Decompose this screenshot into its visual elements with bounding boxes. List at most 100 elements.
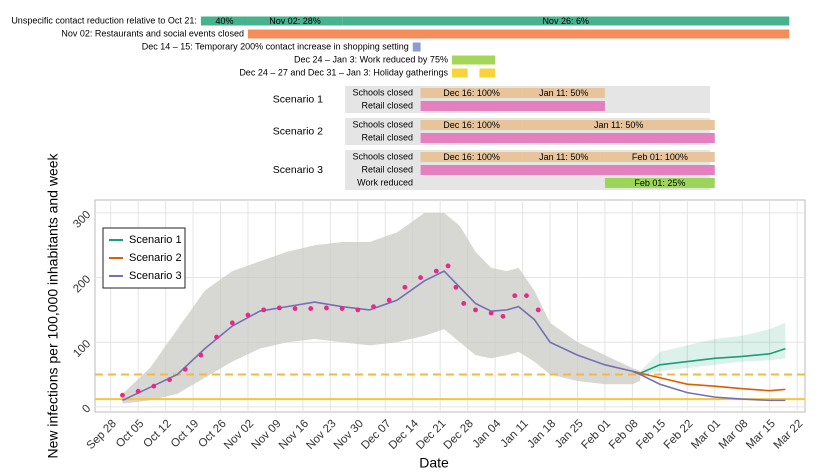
x-tick-label: Oct 12 — [141, 418, 173, 450]
observed-point — [276, 305, 282, 311]
observed-point — [355, 307, 361, 313]
observed-point — [453, 284, 459, 290]
observed-point — [120, 392, 125, 398]
x-tick-label: Mar 08 — [717, 418, 751, 452]
intervention-bar — [522, 152, 605, 162]
scenario-row-label: Work reduced — [357, 177, 413, 187]
intervention-bar — [420, 165, 715, 175]
x-tick-label: Mar 01 — [689, 418, 723, 452]
observed-point — [371, 304, 376, 310]
x-tick-label: Nov 16 — [277, 418, 311, 452]
scenario-name: Scenario 2 — [273, 125, 323, 137]
observed-point — [292, 306, 298, 311]
x-tick-label: Jan 18 — [525, 418, 558, 451]
intervention-bar — [247, 29, 790, 39]
scenario-row-label: Retail closed — [361, 100, 413, 110]
observed-point — [524, 293, 529, 299]
x-tick-label: Feb 15 — [634, 418, 668, 452]
intervention-bar — [522, 88, 605, 98]
uncertainty-band — [122, 212, 641, 404]
x-tick-label: Nov 23 — [304, 418, 338, 452]
intervention-label: Dec 14 – 15: Temporary 200% contact incr… — [142, 41, 409, 51]
series-line — [122, 270, 786, 402]
observed-point — [445, 263, 451, 269]
bar-label: Feb 01: 100% — [632, 152, 688, 162]
intervention-label: Nov 02: Restaurants and social events cl… — [61, 28, 244, 38]
x-tick-label: Mar 15 — [744, 418, 778, 452]
observed-point — [535, 307, 541, 313]
bar-label: Feb 01: 25% — [634, 178, 685, 188]
bar-label: Dec 16: 100% — [443, 88, 500, 98]
scenario-name: Scenario 1 — [273, 93, 323, 105]
y-tick-label: 100 — [71, 338, 93, 360]
bar-label: Jan 11: 50% — [539, 88, 588, 98]
y-tick-label: 0 — [80, 403, 93, 416]
intervention-bar — [451, 68, 468, 78]
intervention-bar — [420, 101, 605, 111]
x-tick-label: Feb 22 — [662, 418, 696, 452]
legend-label: Scenario 3 — [129, 270, 182, 282]
intervention-bar — [200, 16, 248, 26]
y-tick-label: 200 — [71, 273, 93, 295]
intervention-label: Unspecific contact reduction relative to… — [11, 15, 197, 25]
observed-point — [214, 334, 220, 340]
intervention-bar — [412, 42, 421, 52]
x-tick-label: Dec 07 — [359, 418, 393, 452]
intervention-bar — [247, 16, 343, 26]
intervention-bar — [522, 120, 715, 130]
observed-point — [229, 320, 235, 326]
legend-label: Scenario 2 — [129, 252, 182, 264]
bar-label: Jan 11: 50% — [594, 120, 643, 130]
scenario-row-label: Schools closed — [352, 119, 413, 129]
observed-point — [418, 275, 423, 280]
observed-point — [500, 313, 506, 319]
x-tick-label: Sep 28 — [85, 418, 119, 452]
observed-point — [402, 284, 408, 290]
x-tick-label: Nov 09 — [249, 418, 283, 452]
x-tick-label: Jan 11 — [499, 418, 531, 450]
intervention-bar — [451, 55, 496, 65]
x-tick-label: Mar 22 — [772, 418, 806, 452]
scenario-row-label: Schools closed — [352, 151, 413, 161]
x-tick-label: Dec 21 — [414, 418, 448, 452]
x-tick-label: Jan 04 — [470, 417, 503, 450]
y-axis-title: New infections per 100,000 inhabitants a… — [45, 152, 61, 458]
intervention-bar — [420, 152, 523, 162]
x-tick-label: Oct 05 — [114, 418, 146, 450]
x-axis-title: Date — [419, 455, 449, 471]
x-tick-label: Dec 28 — [442, 418, 476, 452]
observed-point — [198, 352, 204, 358]
x-tick-label: Feb 01 — [579, 418, 613, 452]
y-tick-label: 300 — [71, 209, 93, 231]
x-tick-label: Feb 08 — [607, 418, 641, 452]
observed-point — [461, 301, 467, 306]
intervention-bar — [604, 178, 715, 188]
bar-label: Nov 02: 28% — [269, 16, 321, 26]
observed-point — [512, 293, 518, 299]
observed-point — [433, 268, 439, 274]
bar-label: Jan 11: 50% — [539, 152, 588, 162]
observed-point — [151, 383, 157, 389]
observed-point — [261, 307, 267, 313]
legend-label: Scenario 1 — [129, 234, 182, 246]
bar-label: Dec 16: 100% — [443, 120, 500, 130]
intervention-label: Dec 24 – Jan 3: Work reduced by 75% — [294, 54, 448, 64]
scenario-row-label: Schools closed — [352, 87, 413, 97]
intervention-bar — [342, 16, 790, 26]
x-tick-label: Nov 02 — [222, 418, 256, 452]
bar-label: 40% — [215, 16, 233, 26]
observed-point — [245, 312, 251, 318]
x-tick-label: Nov 30 — [332, 418, 366, 452]
observed-point — [488, 310, 494, 316]
intervention-bar — [420, 120, 523, 130]
intervention-bar — [420, 88, 523, 98]
scenario-row-label: Retail closed — [361, 164, 413, 174]
observed-point — [386, 297, 392, 303]
bar-label: Nov 26: 6% — [542, 16, 589, 26]
observed-point — [308, 306, 314, 311]
x-tick-label: Oct 19 — [169, 418, 201, 450]
observed-point — [473, 307, 478, 313]
intervention-bar — [420, 133, 715, 143]
observed-point — [135, 388, 141, 394]
